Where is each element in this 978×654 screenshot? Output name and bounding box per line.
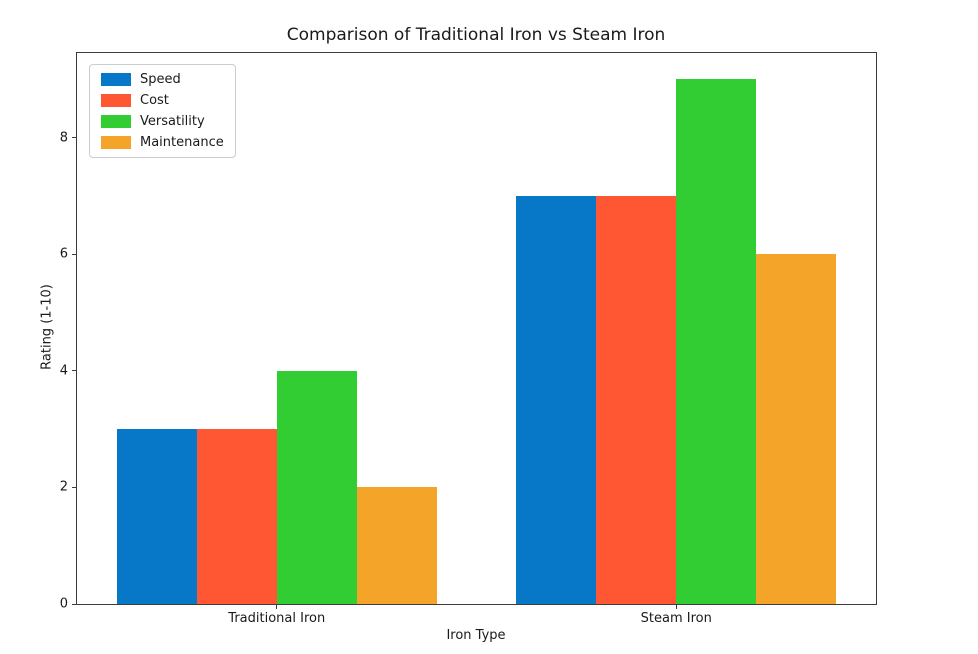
y-tick [72,603,76,605]
legend-label-cost: Cost [140,93,169,108]
y-tick [72,370,76,372]
y-axis-label: Rating (1-10) [39,284,55,370]
bar-speed-steam-iron [516,195,597,604]
y-tick [72,253,76,255]
legend: Speed Cost Versatility Maintenance [89,64,236,158]
y-tick-label: 6 [59,246,68,262]
y-tick-label: 8 [59,130,68,146]
legend-swatch-cost [101,94,131,107]
legend-item-versatility: Versatility [101,114,224,129]
bar-versatility-traditional-iron [276,370,357,604]
chart-title: Comparison of Traditional Iron vs Steam … [286,25,666,45]
x-tick-label-traditional-iron: Traditional Iron [228,611,326,626]
bar-maintenance-steam-iron [756,254,837,604]
y-tick [72,137,76,139]
plot-area: Speed Cost Versatility Maintenance 0 2 4 6 8 Tra… [60,52,877,626]
x-tick [276,605,278,609]
legend-swatch-maintenance [101,136,131,149]
y-tick-label: 4 [59,363,68,379]
legend-label-maintenance: Maintenance [140,135,224,150]
bar-versatility-steam-iron [676,79,757,604]
legend-swatch-versatility [101,115,131,128]
y-tick [72,486,76,488]
x-tick-label-steam-iron: Steam Iron [640,611,712,626]
legend-label-versatility: Versatility [140,114,205,129]
bar-cost-traditional-iron [196,429,277,604]
legend-item-maintenance: Maintenance [101,135,224,150]
bar-cost-steam-iron [596,195,677,604]
x-axis-label: Iron Type [446,628,506,643]
legend-item-cost: Cost [101,93,224,108]
legend-item-speed: Speed [101,72,224,87]
legend-swatch-speed [101,73,131,86]
bar-maintenance-traditional-iron [356,487,437,604]
legend-label-speed: Speed [140,72,181,87]
y-tick-label: 2 [59,479,68,495]
bar-speed-traditional-iron [116,429,197,604]
y-tick-label: 0 [59,596,68,612]
x-tick [675,605,677,609]
